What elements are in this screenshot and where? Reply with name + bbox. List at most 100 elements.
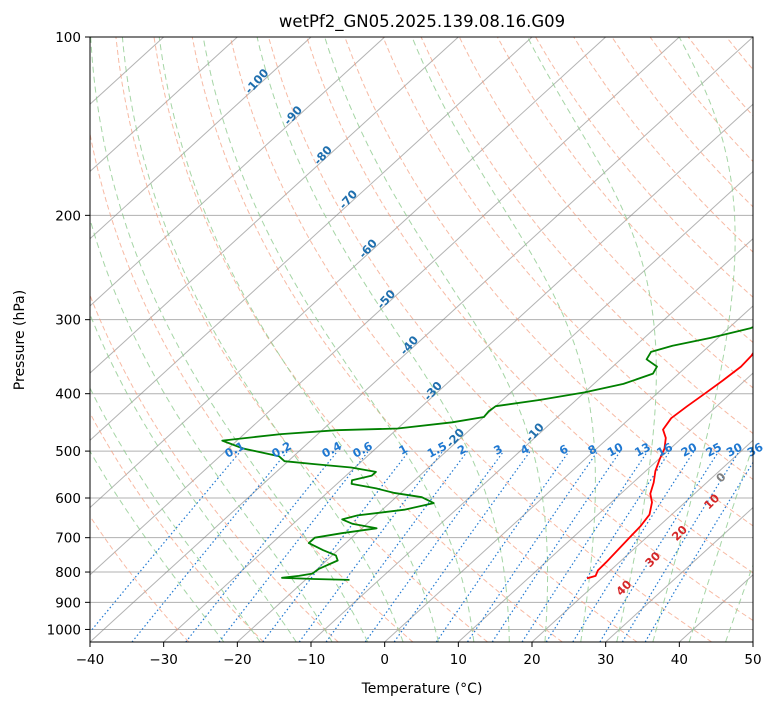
dry-adiabat-line xyxy=(496,37,753,344)
mixing-ratio-line xyxy=(466,450,599,642)
mixing-ratio-line xyxy=(185,450,339,642)
mixing-ratio-line xyxy=(90,450,242,633)
dry-adiabat-label: -10 xyxy=(522,420,546,445)
moist-adiabat-line xyxy=(90,450,225,642)
dry-adiabat-line xyxy=(115,37,488,642)
x-axis-label: Temperature (°C) xyxy=(361,681,483,697)
isotherm-line xyxy=(90,37,386,307)
x-tick-label: 10 xyxy=(450,652,467,668)
mixing-ratio-line xyxy=(393,450,531,642)
dry-adiabat-line xyxy=(90,412,264,642)
chart-title: wetPf2_GN05.2025.139.08.16.G09 xyxy=(279,12,565,32)
isotherm-line xyxy=(90,37,238,173)
dry-adiabat-line xyxy=(726,37,753,71)
moist-adiabat-line xyxy=(688,444,753,642)
y-axis: 100 200 300 400 500 600 700 800 900 1000 xyxy=(47,30,90,638)
x-tick-label: 30 xyxy=(597,652,614,668)
dry-adiabat-line xyxy=(344,37,753,527)
isotherm-line xyxy=(90,37,459,374)
mixing-ratio-label: 6 xyxy=(557,442,571,458)
x-tick-label: −10 xyxy=(297,652,326,668)
mixing-ratio-line xyxy=(325,450,468,642)
x-tick-label: −30 xyxy=(149,652,178,668)
moist-adiabat-line xyxy=(725,563,753,642)
dry-adiabat-line xyxy=(649,37,753,163)
mixing-ratio-line xyxy=(131,450,289,642)
y-tick-label: 300 xyxy=(55,313,81,329)
moist-adiabat-label: 10 xyxy=(701,491,722,512)
moist-adiabat-line xyxy=(202,37,475,642)
x-tick-label: 20 xyxy=(523,652,540,668)
mixing-ratio-label: 10 xyxy=(605,440,626,460)
x-tick-label: −20 xyxy=(223,652,252,668)
isotherm-line xyxy=(752,641,753,642)
dry-adiabat-label: -40 xyxy=(397,333,421,358)
mixing-ratio-label: 13 xyxy=(632,440,653,460)
dry-adiabat-line xyxy=(382,37,753,481)
moist-adiabat-line xyxy=(411,37,596,642)
grid-layer xyxy=(90,37,775,642)
y-tick-label: 100 xyxy=(55,30,81,46)
x-tick-label: −40 xyxy=(76,652,105,668)
isotherm-line xyxy=(605,506,753,642)
mixing-ratio-label: 0.6 xyxy=(350,439,375,461)
mixing-ratio-line xyxy=(218,450,369,642)
x-tick-label: 40 xyxy=(671,652,688,668)
dry-adiabat-line xyxy=(611,37,753,208)
y-tick-label: 500 xyxy=(55,444,81,460)
isotherm-line xyxy=(384,305,753,642)
dry-adiabat-label: -80 xyxy=(311,143,335,168)
dry-adiabat-line xyxy=(765,37,775,642)
dry-adiabat-label: -50 xyxy=(374,287,398,312)
mixing-ratio-label: 25 xyxy=(703,440,724,460)
mixing-ratio-label: 30 xyxy=(724,440,745,460)
y-tick-label: 400 xyxy=(55,387,81,403)
y-axis-label: Pressure (hPa) xyxy=(12,290,28,390)
y-tick-label: 600 xyxy=(55,491,81,507)
moist-adiabat-label: 40 xyxy=(613,577,634,598)
isotherm-line xyxy=(236,170,753,642)
temperature-profile-line xyxy=(586,351,753,580)
mixing-ratio-label: 16 xyxy=(654,440,675,460)
moist-adiabat-line xyxy=(90,217,333,642)
mixing-ratio-line xyxy=(572,450,695,642)
moist-adiabat-line xyxy=(121,37,404,642)
dry-adiabat-line xyxy=(90,515,190,642)
mixing-ratio-line xyxy=(364,450,505,642)
mixing-ratio-line xyxy=(435,450,570,642)
mixing-ratio-line xyxy=(521,450,649,642)
dry-adiabat-label: -100 xyxy=(242,66,272,97)
moist-adiabat-line xyxy=(90,387,261,642)
dry-adiabat-line xyxy=(420,37,753,435)
isotherm-line xyxy=(163,103,753,642)
y-tick-label: 1000 xyxy=(47,622,81,638)
isotherm-line xyxy=(90,37,680,576)
mixing-ratio-label: 4 xyxy=(518,442,532,458)
dry-adiabat-line xyxy=(535,37,753,298)
mixing-ratio-label: 8 xyxy=(585,442,599,458)
moist-adiabat-label: 30 xyxy=(642,549,663,570)
moist-adiabat-label: 0 xyxy=(713,470,729,486)
dry-adiabat-label: -90 xyxy=(281,103,305,128)
y-tick-label: 200 xyxy=(55,208,81,224)
isotherm-line xyxy=(90,37,753,642)
y-tick-label: 900 xyxy=(55,595,81,611)
moist-adiabat-line xyxy=(652,37,736,642)
mixing-ratio-label: 36 xyxy=(745,440,766,460)
dry-adiabat-line xyxy=(229,37,712,642)
dewpoint-profile-line xyxy=(221,326,753,581)
isotherm-line xyxy=(531,439,753,642)
x-tick-label: 50 xyxy=(744,652,761,668)
moist-adiabat-line xyxy=(256,37,510,642)
dry-adiabat-line xyxy=(268,37,753,622)
dry-adiabat-label: -30 xyxy=(421,379,445,404)
mixing-ratio-label: 3 xyxy=(491,442,505,458)
dry-adiabat-line xyxy=(153,37,563,642)
dry-adiabat-label: -70 xyxy=(336,187,360,212)
y-tick-label: 700 xyxy=(55,531,81,547)
mixing-ratio-line xyxy=(599,450,720,642)
isotherm-line xyxy=(90,37,607,509)
x-tick-label: 0 xyxy=(380,652,389,668)
dry-adiabat-line xyxy=(306,37,753,574)
